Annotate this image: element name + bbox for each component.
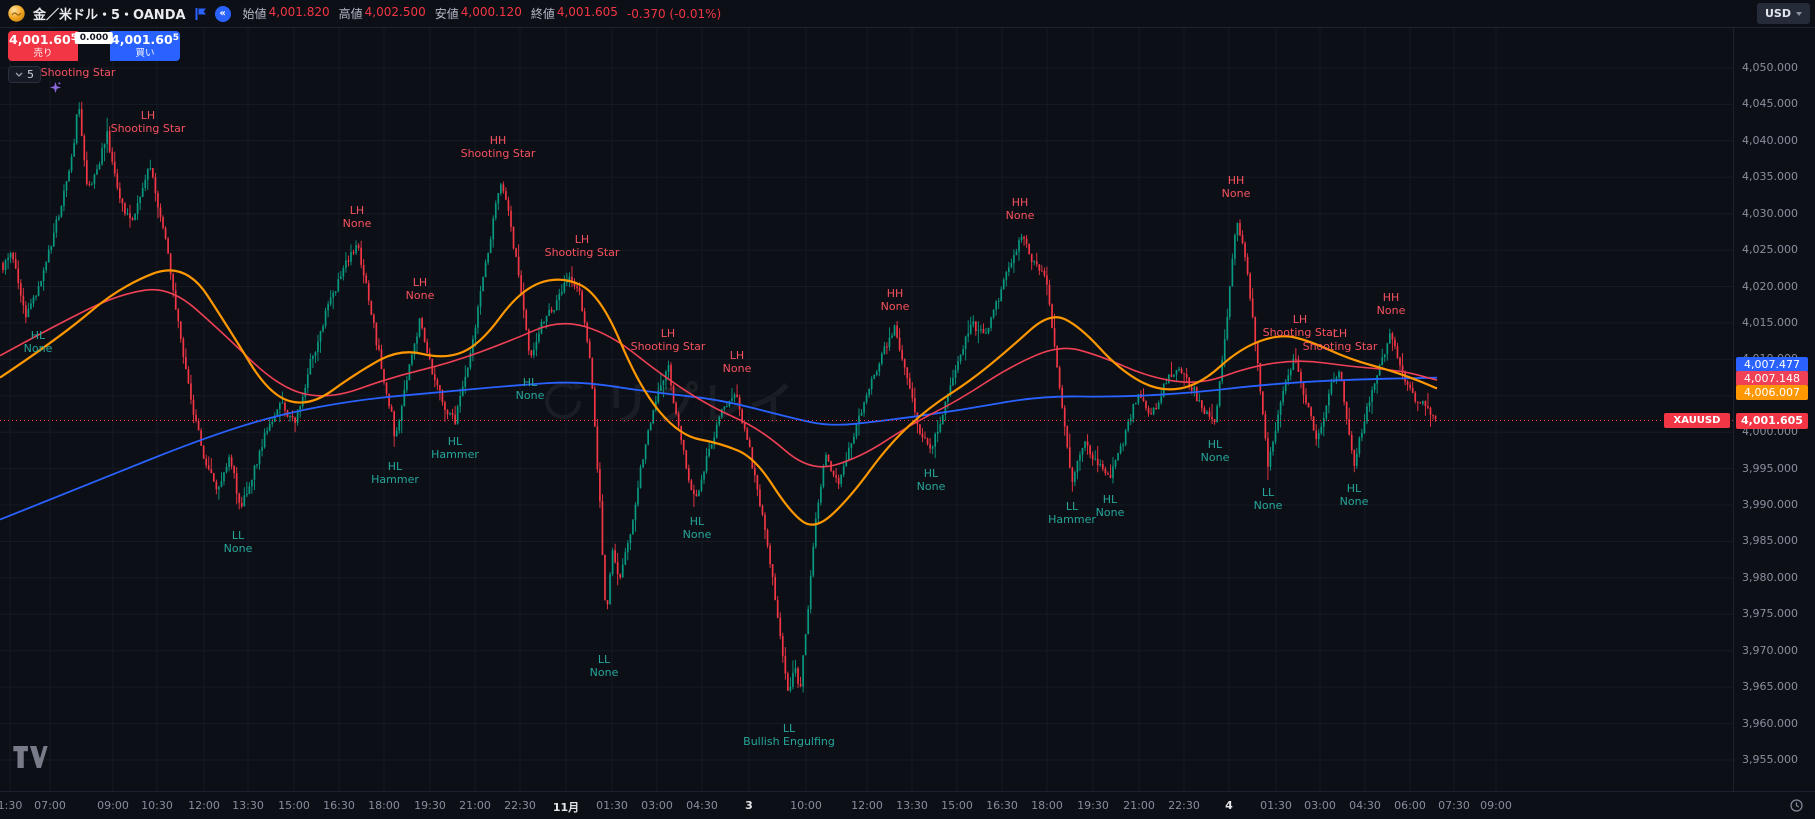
price-axis-label: 4,050.000 — [1742, 61, 1798, 74]
open-label: 始値 — [242, 7, 267, 21]
gold-symbol-icon — [8, 5, 25, 22]
price-axis-label: 3,955.000 — [1742, 752, 1798, 766]
time-axis-label: 06:00 — [1394, 799, 1426, 812]
price-axis-label: 4,035.000 — [1742, 170, 1798, 184]
replay-rewind-icon[interactable]: « — [214, 5, 231, 22]
time-axis-label: 01:30 — [596, 799, 628, 812]
time-axis-label: 3 — [745, 799, 753, 812]
chevron-down-icon — [15, 72, 23, 77]
time-axis-label: 19:30 — [1077, 799, 1109, 812]
time-axis-label: 13:30 — [232, 799, 264, 812]
low-label: 安値 — [434, 7, 459, 21]
time-axis-label: 21:00 — [459, 799, 491, 812]
currency-label: USD — [1765, 7, 1791, 20]
time-axis-label: 03:00 — [1304, 799, 1336, 812]
time-axis-label: 21:00 — [1123, 799, 1155, 812]
time-axis-label: 22:30 — [504, 799, 536, 812]
currency-selector[interactable]: USD — [1757, 3, 1810, 24]
price-axis-label: 3,975.000 — [1742, 607, 1798, 621]
time-axis[interactable]: 1:30 07:00 09:00 10:30 12:00 13:30 15:00 16:30 1… — [0, 791, 1815, 819]
sell-label: 売り — [33, 47, 53, 59]
time-axis-label: 09:00 — [97, 799, 129, 812]
low-value: 4,000.120 — [460, 5, 522, 19]
change-value: -0.370 (-0.01%) — [626, 6, 722, 21]
symbol-title[interactable]: 金／米ドル・5・OANDA — [33, 8, 186, 23]
interval-dropdown[interactable]: 5 — [8, 66, 41, 83]
time-axis-label: 15:00 — [278, 799, 310, 812]
pattern-indicator-icon — [50, 82, 61, 93]
buy-button[interactable]: 4,001.605 買い — [110, 31, 180, 61]
spread-value: 0.000 — [74, 32, 114, 44]
spread-area: 0.000 — [74, 31, 114, 61]
price-axis-label: 4,020.000 — [1742, 279, 1798, 293]
symbol-price-chip: XAUUSD — [1664, 413, 1730, 428]
time-axis-label: 18:00 — [1031, 799, 1063, 812]
flag-icon[interactable] — [194, 7, 207, 21]
ma-price-tag-mid: 4,007.148 — [1736, 371, 1808, 386]
price-axis-label: 4,045.000 — [1742, 97, 1798, 111]
last-price-tag: 4,001.605 — [1736, 412, 1808, 429]
time-axis-label: 10:00 — [790, 799, 822, 812]
price-axis-label: 3,980.000 — [1742, 570, 1798, 584]
price-axis[interactable]: 4,007.477 4,007.148 4,006.007 4,001.605 … — [1733, 28, 1815, 791]
time-axis-label: 16:30 — [986, 799, 1018, 812]
time-axis-label: 03:00 — [641, 799, 673, 812]
time-axis-label: 07:00 — [34, 799, 66, 812]
close-label: 終値 — [530, 7, 555, 21]
time-axis-label: 19:30 — [414, 799, 446, 812]
clock-icon[interactable] — [1790, 799, 1803, 812]
trade-panel: 4,001.605 売り 0.000 4,001.605 買い — [8, 31, 180, 61]
price-axis-label: 4,025.000 — [1742, 243, 1798, 257]
symbol-toolbar: 金／米ドル・5・OANDA « 始値 4,001.820 高値 4,002.500 … — [0, 0, 1815, 28]
price-axis-label: 3,960.000 — [1742, 716, 1798, 730]
time-axis-label: 04:30 — [1349, 799, 1381, 812]
time-axis-label: 4 — [1225, 799, 1233, 812]
time-axis-label: 10:30 — [141, 799, 173, 812]
time-axis-label: 07:30 — [1438, 799, 1470, 812]
time-axis-label: 1:30 — [0, 799, 23, 812]
time-axis-label: 18:00 — [368, 799, 400, 812]
time-axis-label: 11月 — [552, 801, 580, 814]
time-axis-label: 12:00 — [851, 799, 883, 812]
price-axis-label: 4,015.000 — [1742, 315, 1798, 329]
time-axis-label: 09:00 — [1480, 799, 1512, 812]
sell-button[interactable]: 4,001.605 売り — [8, 31, 78, 61]
price-axis-label: 3,965.000 — [1742, 680, 1798, 694]
time-axis-label: 15:00 — [941, 799, 973, 812]
time-axis-label: 13:30 — [896, 799, 928, 812]
sell-price: 4,001.605 — [9, 32, 77, 47]
caret-down-icon — [1796, 11, 1802, 16]
price-axis-label: 3,995.000 — [1742, 461, 1798, 475]
price-axis-label: 3,970.000 — [1742, 643, 1798, 657]
high-value: 4,002.500 — [364, 5, 426, 19]
open-value: 4,001.820 — [268, 5, 330, 19]
time-axis-label: 22:30 — [1168, 799, 1200, 812]
price-axis-label: 3,985.000 — [1742, 534, 1798, 548]
buy-price: 4,001.605 — [111, 32, 179, 47]
ma-price-tag-slow: 4,007.477 — [1736, 357, 1808, 372]
price-axis-label: 4,030.000 — [1742, 206, 1798, 220]
ma-price-tag-fast: 4,006.007 — [1736, 385, 1808, 400]
price-axis-label: 3,990.000 — [1742, 498, 1798, 512]
tradingview-logo[interactable] — [12, 745, 48, 769]
ohlc-readout: 始値 4,001.820 高値 4,002.500 安値 4,000.120 終値 4,… — [243, 5, 722, 22]
time-axis-label: 12:00 — [188, 799, 220, 812]
close-value: 4,001.605 — [556, 5, 618, 19]
time-axis-label: 16:30 — [323, 799, 355, 812]
high-label: 高値 — [338, 7, 363, 21]
time-axis-label: 01:30 — [1260, 799, 1292, 812]
buy-label: 買い — [135, 47, 155, 59]
time-axis-label: 04:30 — [686, 799, 718, 812]
price-axis-label: 4,040.000 — [1742, 133, 1798, 147]
interval-value: 5 — [27, 68, 34, 81]
